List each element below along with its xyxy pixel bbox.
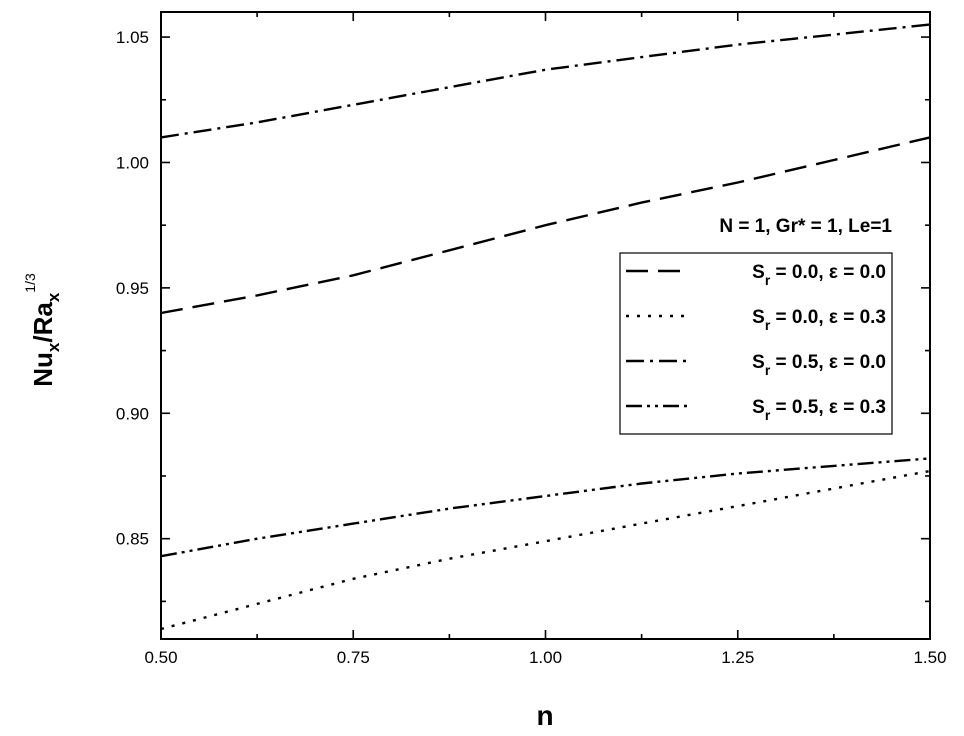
y-tick-label: 0.95 xyxy=(116,279,149,298)
plot-frame xyxy=(160,11,931,640)
y-axis-title: Nux/Rax1/3 xyxy=(22,273,63,387)
series-line-1 xyxy=(160,136,931,315)
x-tick-label: 1.50 xyxy=(913,648,946,667)
x-axis-title: n xyxy=(536,700,553,731)
x-tick-label: 1.00 xyxy=(529,648,562,667)
legend-label-3: Sr = 0.5, ε = 0.0 xyxy=(752,352,886,378)
legend: Sr = 0.0, ε = 0.0 Sr = 0.0, ε = 0.3 Sr = 0… xyxy=(619,252,893,435)
x-tick-label: 0.75 xyxy=(337,648,370,667)
legend-label-1: Sr = 0.0, ε = 0.0 xyxy=(752,262,886,288)
legend-box xyxy=(619,252,893,435)
x-tick-label: 0.50 xyxy=(144,648,177,667)
y-tick-label: 0.90 xyxy=(116,404,149,423)
y-tick-label: 0.85 xyxy=(116,530,149,549)
series-line-3 xyxy=(160,23,931,139)
axis-ticks: 0.50 0.75 1.00 1.25 1.50 0.85 0.90 0.95 1.00 1.05 xyxy=(116,12,947,667)
series-line-4 xyxy=(160,457,931,558)
x-tick-label: 1.25 xyxy=(721,648,754,667)
y-tick-label: 1.00 xyxy=(116,153,149,172)
legend-label-4: Sr = 0.5, ε = 0.3 xyxy=(752,397,886,423)
legend-label-2: Sr = 0.0, ε = 0.3 xyxy=(752,307,886,333)
legend-title: N = 1, Gr* = 1, Le=1 xyxy=(719,216,892,237)
series-line-2 xyxy=(160,469,931,631)
series-lines xyxy=(160,23,931,631)
y-tick-label: 1.05 xyxy=(116,28,149,47)
